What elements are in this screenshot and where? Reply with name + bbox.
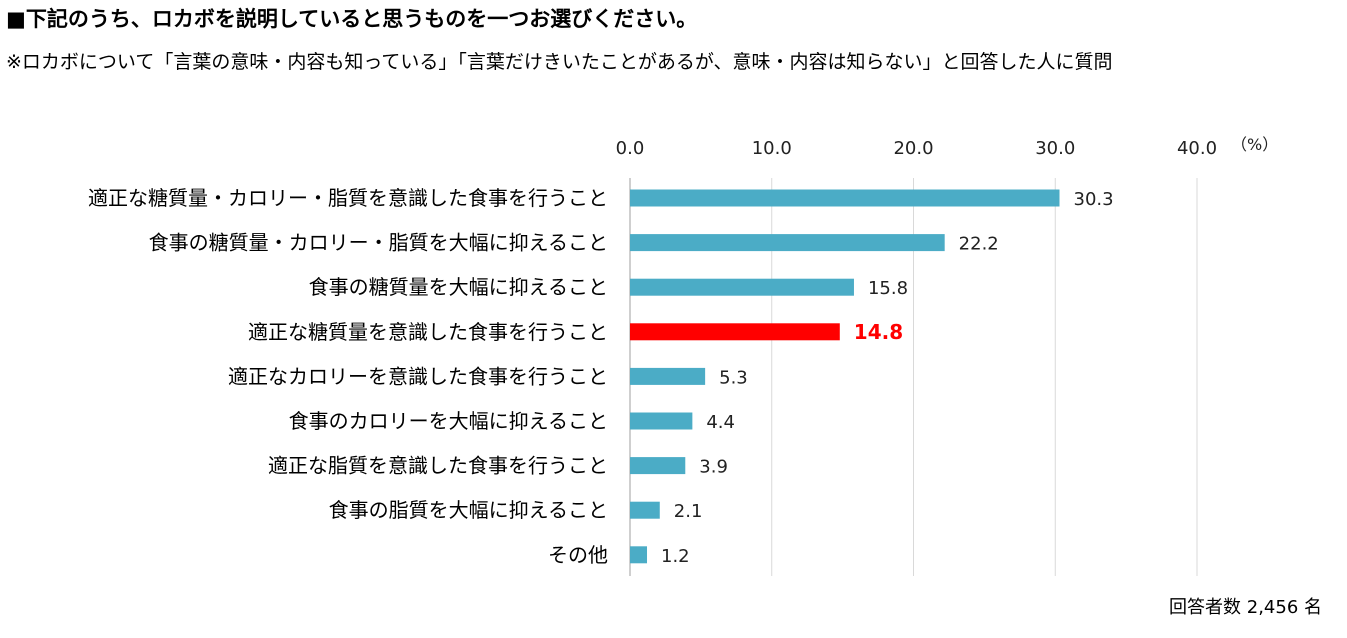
bar	[630, 367, 706, 385]
bar	[630, 189, 1060, 207]
bars	[630, 189, 1060, 564]
respondents-note: 回答者数 2,456 名	[1169, 597, 1322, 618]
x-tick-label: 40.0	[1177, 138, 1217, 159]
value-labels: 30.3 22.2 15.8 14.8 5.3 4.4 3.9 2.1 1.2	[661, 189, 1114, 567]
value-label: 1.2	[661, 546, 690, 567]
category-label: 適正な脂質を意識した食事を行うこと	[268, 454, 608, 478]
x-tick-label: 30.0	[1035, 138, 1075, 159]
chart-title: ■下記のうち、ロカボを説明していると思うものを一つお選びください。	[6, 7, 697, 31]
category-label: 食事の脂質を大幅に抑えること	[329, 498, 608, 522]
value-label: 5.3	[719, 367, 748, 388]
bar	[630, 457, 686, 475]
value-label: 3.9	[699, 457, 728, 478]
bar	[630, 278, 854, 296]
x-axis-unit: （%）	[1231, 135, 1278, 154]
category-label: その他	[548, 543, 608, 567]
bar	[630, 546, 648, 564]
category-label: 食事の糖質量を大幅に抑えること	[309, 275, 608, 299]
chart-subtitle: ※ロカボについて「言葉の意味・内容も知っている」「言葉だけきいたことがあるが、意…	[6, 51, 1113, 73]
value-label: 22.2	[959, 234, 999, 255]
category-label: 適正な糖質量・カロリー・脂質を意識した食事を行うこと	[88, 186, 608, 210]
x-tick-label: 10.0	[752, 138, 792, 159]
bar	[630, 234, 945, 252]
x-tick-label: 20.0	[893, 138, 933, 159]
bar	[630, 412, 693, 430]
value-label: 4.4	[706, 412, 735, 433]
value-label: 2.1	[674, 501, 703, 522]
x-tick-label: 0.0	[616, 138, 645, 159]
category-labels: 適正な糖質量・カロリー・脂質を意識した食事を行うこと食事の糖質量・カロリー・脂質…	[88, 186, 608, 567]
category-label: 食事のカロリーを大幅に抑えること	[289, 409, 608, 433]
bar-highlighted	[630, 323, 840, 341]
category-label: 適正な糖質量を意識した食事を行うこと	[248, 320, 608, 344]
value-label: 30.3	[1074, 189, 1114, 210]
category-label: 食事の糖質量・カロリー・脂質を大幅に抑えること	[149, 231, 608, 255]
category-label: 適正なカロリーを意識した食事を行うこと	[228, 364, 608, 388]
value-label: 15.8	[868, 278, 908, 299]
value-label-highlighted: 14.8	[854, 320, 903, 344]
bar	[630, 501, 660, 519]
x-axis-ticks: 0.0 10.0 20.0 30.0 40.0	[616, 138, 1217, 159]
